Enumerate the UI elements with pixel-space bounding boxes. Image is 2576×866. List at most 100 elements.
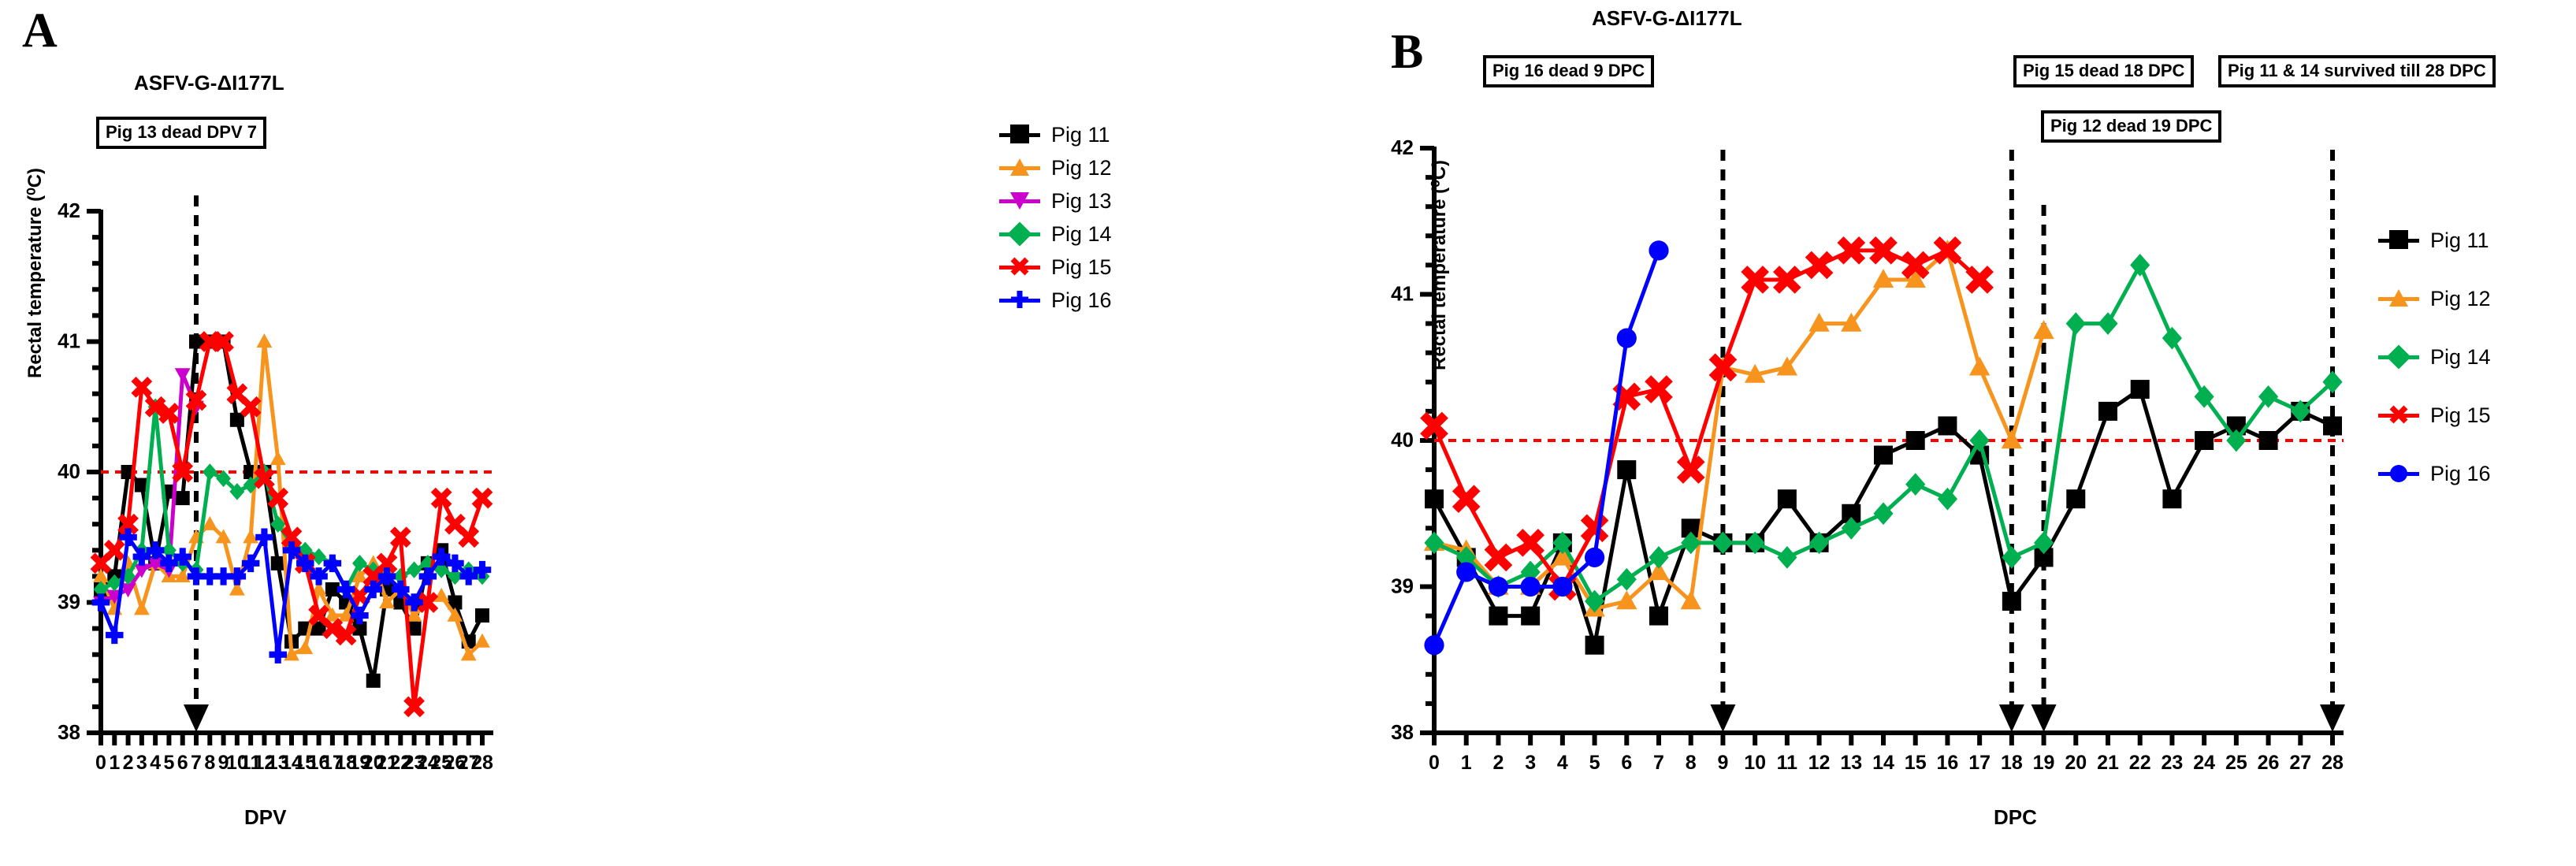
data-point-marker [2065, 312, 2086, 335]
legend-swatch-b-pig-11 [2378, 229, 2419, 252]
legend-swatch-b-pig-16 [2378, 462, 2419, 485]
data-point-marker [1745, 531, 1765, 555]
data-point-marker [1488, 576, 1509, 597]
data-point-marker [1681, 531, 1701, 555]
legend-label-b-pig-12: Pig 12 [2430, 286, 2491, 310]
data-point-marker [93, 568, 109, 583]
data-point-marker [269, 451, 286, 466]
data-point-marker [254, 467, 275, 489]
data-point-marker [256, 333, 273, 348]
legend-item-pig-11: Pig 11 [999, 118, 1112, 151]
data-point-marker [406, 607, 422, 622]
data-point-marker [1456, 546, 1477, 569]
event-arrow-icon [1998, 704, 2024, 732]
legend-swatch-pig-12 [999, 156, 1040, 180]
event-arrow-icon [2320, 704, 2345, 732]
legend-label-b-pig-11: Pig 11 [2430, 228, 2489, 252]
x-tick-label: 5 [163, 752, 174, 774]
data-point-marker [185, 389, 207, 411]
data-point-marker [174, 568, 191, 583]
data-point-marker [1484, 543, 1513, 572]
data-point-marker [243, 476, 258, 494]
data-point-marker [243, 529, 259, 544]
legend-item-b-pig-11: Pig 11 [2378, 211, 2491, 269]
data-point-marker [1425, 489, 1444, 509]
data-point-marker [133, 563, 150, 578]
data-point-marker [1649, 606, 1668, 626]
data-point-marker [1584, 589, 1605, 613]
data-point-marker [134, 478, 149, 492]
data-point-marker [1905, 431, 1925, 450]
data-point-marker [407, 621, 422, 636]
data-point-marker [1676, 455, 1705, 484]
data-point-marker [379, 594, 395, 609]
panel-b-annotation-pig16: Pig 16 dead 9 DPC [1483, 55, 1655, 87]
data-point-marker [120, 583, 136, 598]
data-point-marker [2258, 431, 2278, 450]
data-point-marker [1649, 240, 1669, 261]
x-tick-label: 18 [2001, 752, 2023, 774]
x-tick-label: 15 [294, 752, 316, 774]
legend-swatch-pig-15 [999, 255, 1040, 279]
data-point-marker [270, 556, 285, 571]
data-point-marker [1872, 269, 1894, 288]
legend-swatch-b-pig-12 [2378, 287, 2419, 310]
y-tick-label: 42 [1391, 136, 1414, 159]
data-point-marker [2195, 431, 2214, 450]
legend-item-pig-12: Pig 12 [999, 151, 1112, 184]
data-point-marker [460, 646, 477, 661]
x-tick-label: 19 [349, 752, 371, 774]
data-point-marker [1617, 460, 1637, 480]
data-point-marker [352, 621, 367, 636]
data-point-marker [2322, 370, 2343, 394]
data-point-marker [1968, 356, 1991, 376]
data-point-marker [335, 624, 357, 646]
x-tick-label: 24 [417, 752, 439, 774]
data-point-marker [172, 461, 194, 483]
x-tick-label: 23 [403, 752, 426, 774]
x-tick-label: 17 [1968, 752, 1991, 774]
data-point-marker [324, 607, 340, 622]
data-point-marker [2066, 489, 2086, 509]
x-tick-label: 0 [95, 752, 106, 774]
data-point-marker [475, 608, 489, 623]
x-tick-label: 6 [177, 752, 188, 774]
panel-a-legend: Pig 11 Pig 12 Pig 13 Pig 14 [999, 118, 1112, 317]
x-tick-label: 17 [322, 752, 344, 774]
x-tick-label: 14 [1872, 752, 1894, 774]
x-tick-label: 16 [1937, 752, 1959, 774]
x-tick-label: 25 [430, 752, 452, 774]
data-point-marker [308, 604, 329, 626]
data-point-marker [322, 618, 344, 639]
x-tick-label: 14 [281, 752, 303, 774]
legend-label-pig-11: Pig 11 [1051, 122, 1110, 147]
y-tick-label: 40 [1391, 428, 1414, 452]
x-tick-label: 28 [471, 752, 493, 774]
data-point-marker [351, 568, 368, 583]
data-point-marker [158, 403, 180, 424]
data-point-marker [389, 526, 411, 548]
legend-swatch-b-pig-14 [2378, 344, 2419, 370]
data-point-marker [229, 581, 245, 596]
data-point-marker [1708, 353, 1738, 382]
legend-label-pig-12: Pig 12 [1051, 155, 1112, 180]
x-tick-label: 6 [1621, 752, 1632, 774]
legend-item-b-pig-15: Pig 15 [2378, 386, 2491, 444]
panel-b: B ASFV-G-ΔI177L Rectal temperature (⁰C) … [1229, 0, 2576, 866]
data-point-marker [147, 557, 164, 572]
x-tick-label: 26 [444, 752, 467, 774]
event-arrow-icon [184, 704, 209, 732]
data-point-marker [1777, 489, 1797, 509]
y-tick-label: 42 [58, 199, 80, 222]
data-point-marker [1969, 429, 1990, 452]
data-point-marker [1776, 356, 1798, 376]
data-point-marker [1744, 363, 1766, 383]
legend-label-pig-15: Pig 15 [1051, 255, 1112, 279]
event-arrow-icon [2031, 704, 2057, 732]
data-point-marker [216, 470, 232, 488]
x-tick-label: 8 [204, 752, 215, 774]
data-point-marker [281, 526, 303, 548]
event-arrow-icon [1710, 704, 1736, 732]
data-point-marker [1741, 266, 1769, 294]
data-point-marker [1773, 266, 1801, 294]
